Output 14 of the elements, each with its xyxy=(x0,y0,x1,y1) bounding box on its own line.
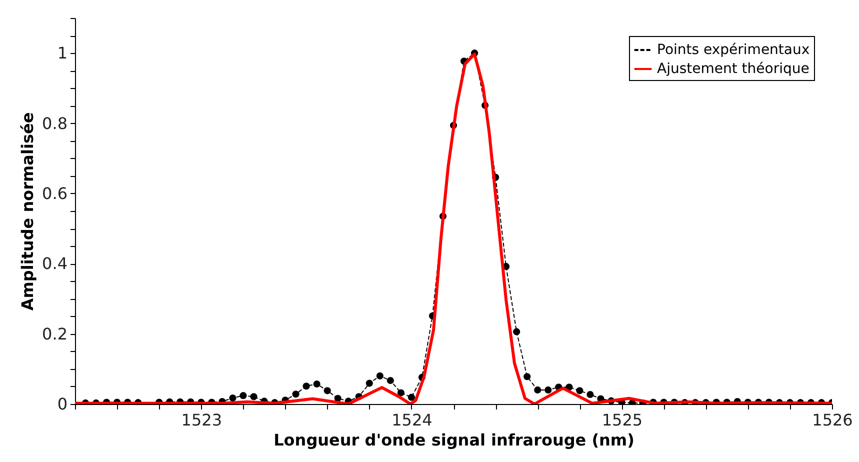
legend-label: Points expérimentaux xyxy=(657,42,810,58)
y-tick-label: 0.8 xyxy=(42,114,68,133)
y-tick-label: 1 xyxy=(57,44,68,63)
y-axis-title: Amplitude normalisée xyxy=(18,112,38,311)
x-tick-label: 1524 xyxy=(392,410,432,430)
y-tick-label: 0 xyxy=(57,394,68,414)
x-tick-label: 1526 xyxy=(812,410,853,430)
x-tick-label: 1523 xyxy=(181,410,222,430)
legend-label: Ajustement théorique xyxy=(657,61,810,77)
y-tick-label: 0.2 xyxy=(42,324,68,344)
x-tick-label: 1525 xyxy=(602,410,643,430)
y-tick-label: 0.4 xyxy=(42,254,68,274)
y-tick-label: 0.6 xyxy=(42,184,68,203)
x-axis-title: Longueur d'onde signal infrarouge (nm) xyxy=(274,430,634,450)
